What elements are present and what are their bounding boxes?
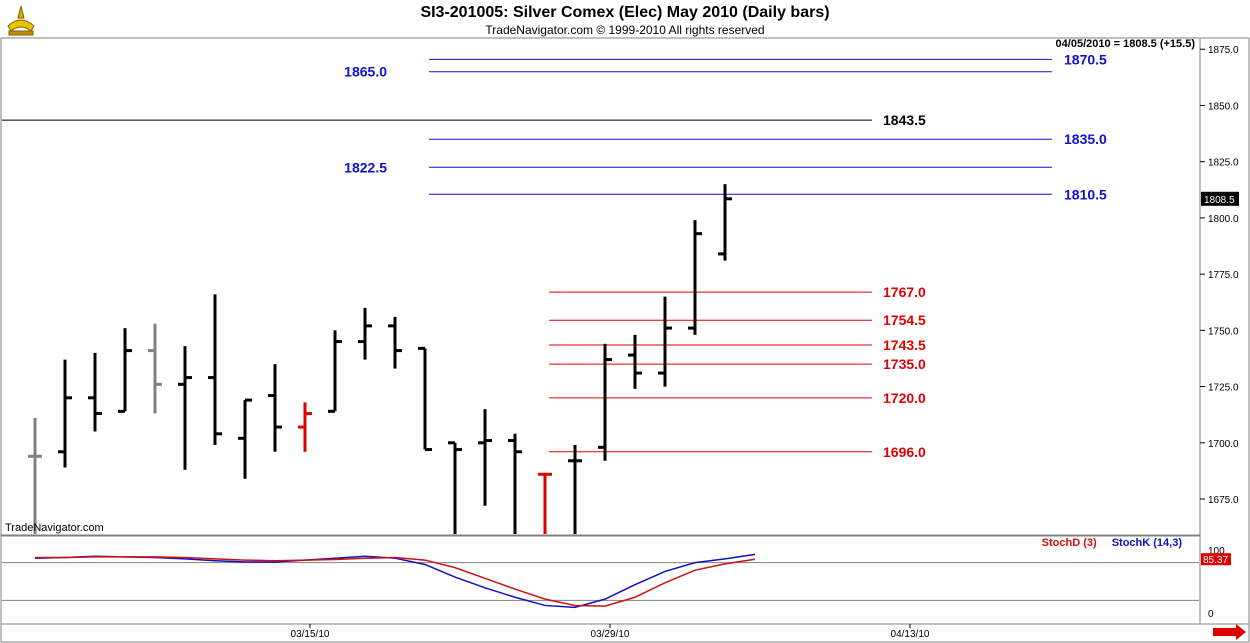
stochk-legend-label: StochK (14,3) <box>1111 537 1182 549</box>
level-label-10: 1720.0 <box>883 390 926 406</box>
level-label-0: 1870.5 <box>1064 51 1107 67</box>
stochd-line <box>35 556 756 607</box>
level-label-1: 1865.0 <box>344 64 387 80</box>
price-axis: 1875.0 1850.0 1825.0 1800.0 1775.0 1750.0 1725… <box>1200 45 1239 506</box>
last-price-marker <box>1201 191 1239 206</box>
level-label-6: 1767.0 <box>883 284 926 300</box>
y-tick-label-3: 1800.0 <box>1208 214 1239 225</box>
level-label-5: 1810.5 <box>1064 186 1107 202</box>
y-tick-label-6: 1725.0 <box>1208 383 1239 394</box>
level-label-9: 1735.0 <box>883 356 926 372</box>
y-tick-label-1: 1850.0 <box>1208 101 1239 112</box>
sextant-logo-icon <box>7 5 35 36</box>
y-tick-label-2: 1825.0 <box>1208 158 1239 169</box>
chart-title: SI3-201005: Silver Comex (Elec) May 2010… <box>420 4 830 21</box>
copyright-text: TradeNavigator.com © 1999-2010 All right… <box>485 23 765 37</box>
x-tick-label-0: 03/15/10 <box>291 629 330 640</box>
x-tick-label-2: 04/13/10 <box>891 629 930 640</box>
x-tick-label-1: 03/29/10 <box>591 629 630 640</box>
y-tick-label-5: 1750.0 <box>1208 326 1239 337</box>
date-axis: 03/15/10 03/29/10 04/13/10 <box>291 624 930 640</box>
stoch-tick-label-1: 0 <box>1208 609 1214 620</box>
stochd-value-marker <box>1201 553 1231 566</box>
y-tick-label-7: 1700.0 <box>1208 439 1239 450</box>
price-readout: 04/05/2010 = 1808.5 (+15.5) <box>1055 38 1195 50</box>
stochd-value-label: 85.37 <box>1203 555 1228 566</box>
price-panel-frame <box>0 37 1201 536</box>
y-tick-label-4: 1775.0 <box>1208 270 1239 281</box>
stochastic-lines: 100 0 85.37 <box>2 546 1231 620</box>
y-tick-label-8: 1675.0 <box>1208 495 1239 506</box>
level-label-3: 1835.0 <box>1064 131 1107 147</box>
level-label-8: 1743.5 <box>883 337 926 353</box>
stoch-panel-frame <box>0 535 1201 625</box>
stoch-legend: StochD (3) StochK (14,3) <box>1030 537 1182 549</box>
level-label-11: 1696.0 <box>883 444 926 460</box>
level-label-4: 1822.5 <box>344 159 387 175</box>
level-label-2: 1843.5 <box>883 112 926 128</box>
last-price-label: 1808.5 <box>1204 195 1235 206</box>
level-label-7: 1754.5 <box>883 312 926 328</box>
stochd-legend-label: StochD (3) <box>1041 537 1097 549</box>
y-axis-frame <box>1199 37 1250 625</box>
y-tick-label-0: 1875.0 <box>1208 45 1239 56</box>
level-lines: 1870.5 1865.0 1843.5 1835.0 1822.5 1810.5 1767… <box>2 51 1107 460</box>
scroll-right-arrow-icon[interactable] <box>1213 624 1246 640</box>
watermark-text: TradeNavigator.com <box>5 522 104 534</box>
stoch-tick-label-0: 100 <box>1208 546 1225 557</box>
x-axis-frame <box>0 623 1250 643</box>
price-bars <box>28 184 732 534</box>
